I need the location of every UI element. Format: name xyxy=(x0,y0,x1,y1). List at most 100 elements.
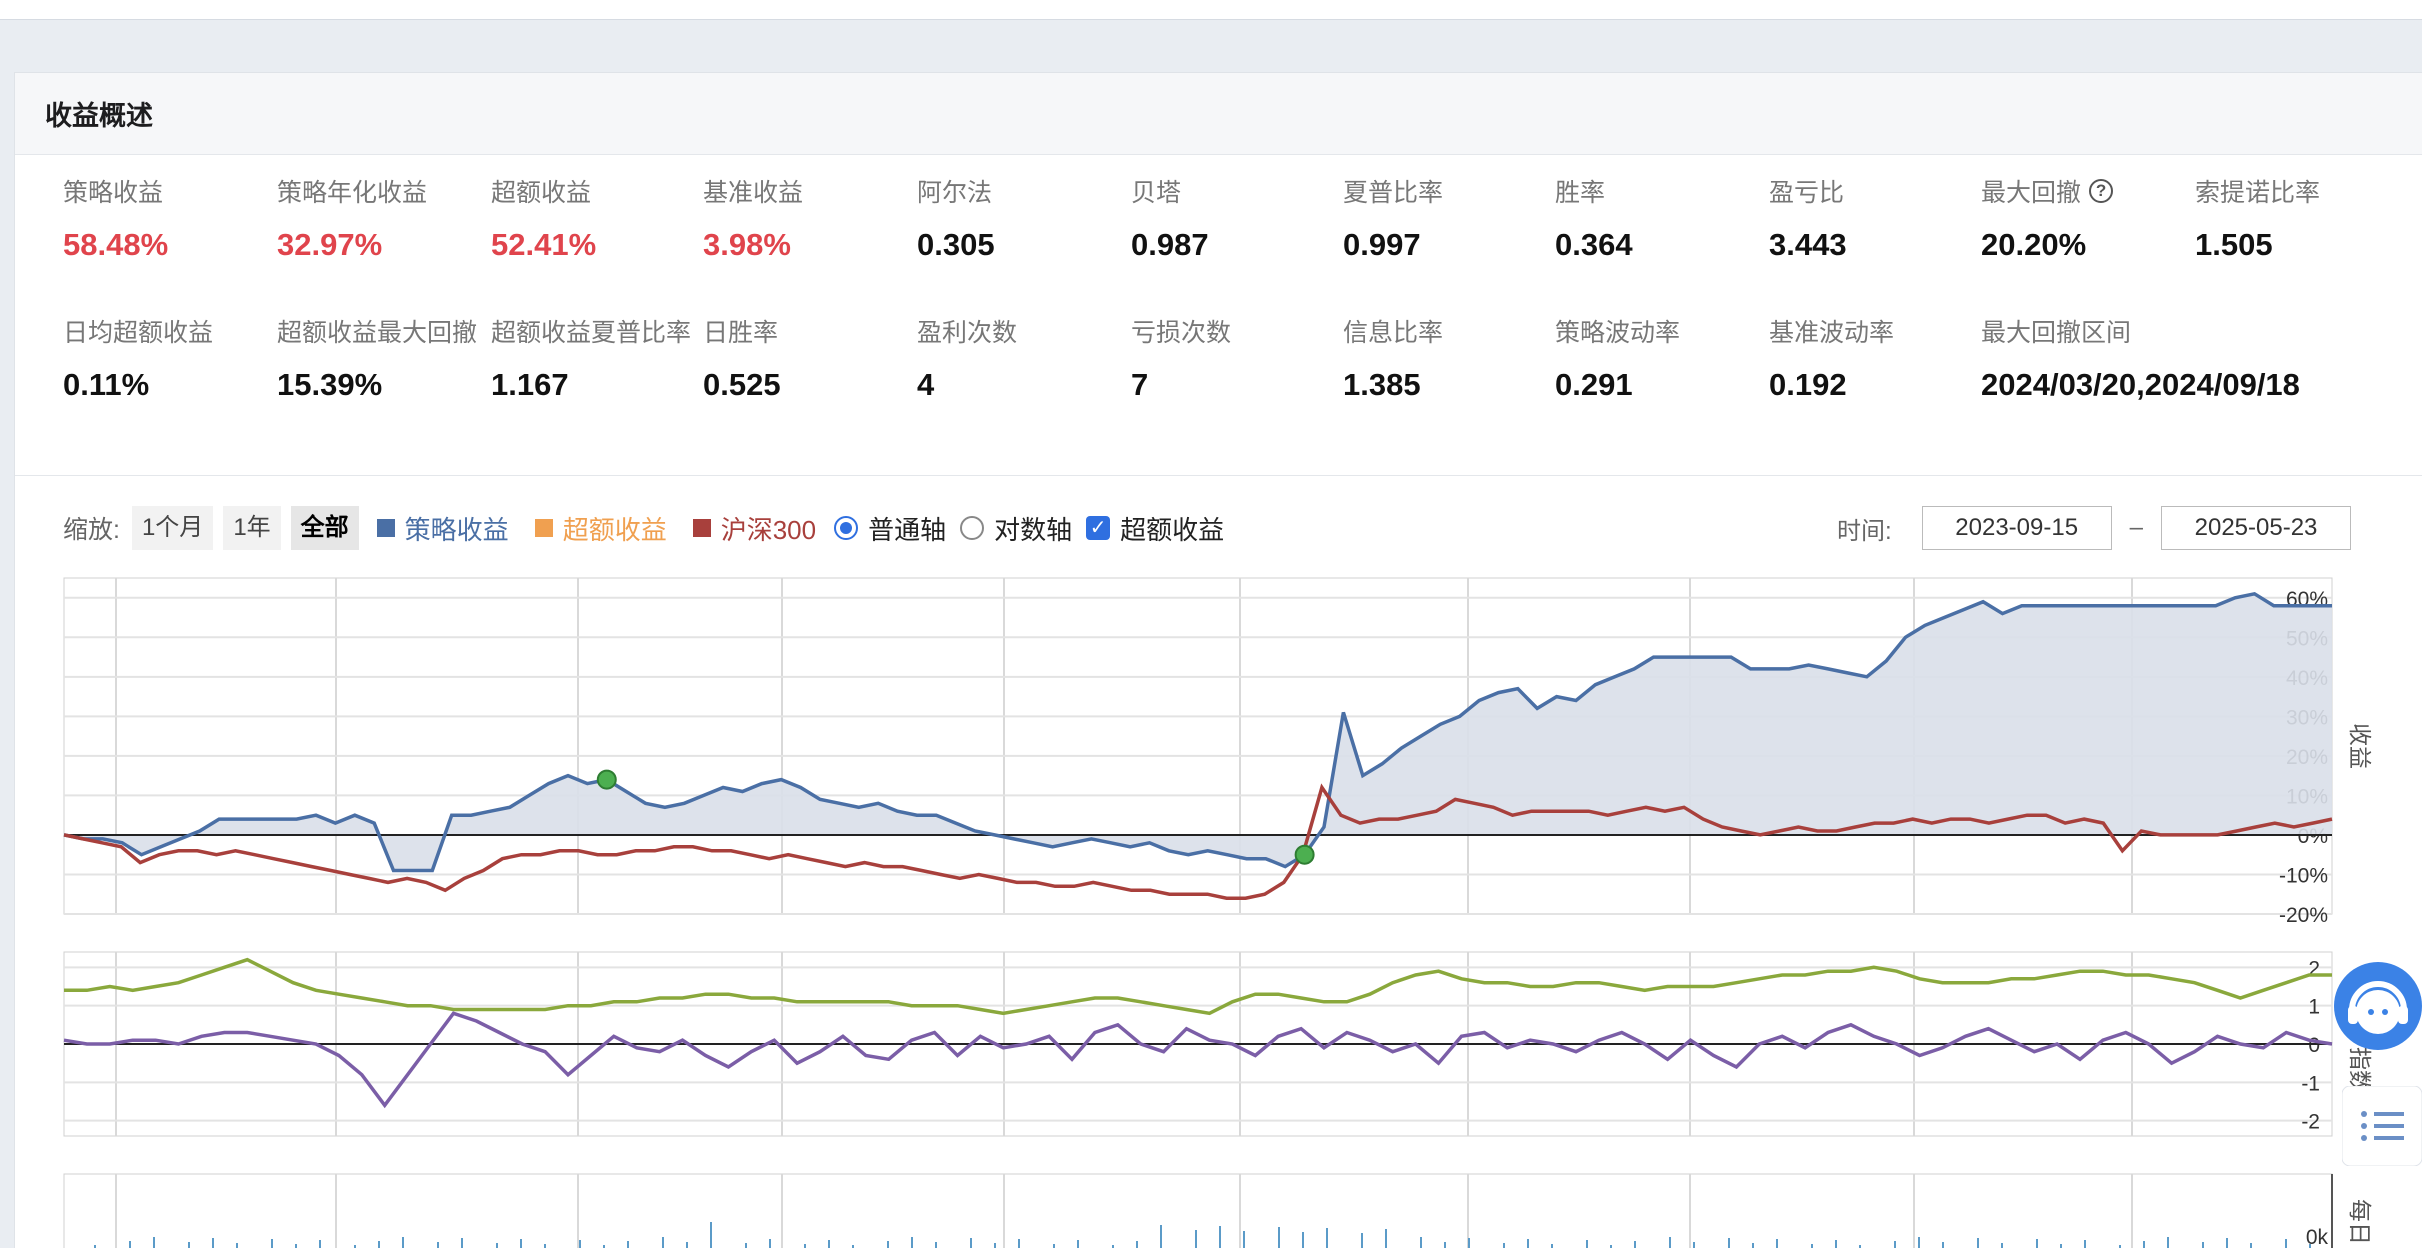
metric-label: 超额收益 xyxy=(491,179,592,207)
daily-bar xyxy=(745,1243,747,1248)
metric-label: 超额收益夏普比率 xyxy=(491,319,692,347)
daily-bar xyxy=(603,1245,605,1248)
daily-bar xyxy=(1669,1237,1671,1248)
metric-item: 日胜率 0.525 xyxy=(703,313,923,403)
end-date-input[interactable] xyxy=(2161,506,2352,550)
start-date-input[interactable] xyxy=(1921,506,2112,550)
daily-bar xyxy=(662,1237,664,1248)
daily-bar xyxy=(236,1243,238,1248)
daily-bar xyxy=(520,1239,522,1248)
list-menu-icon[interactable] xyxy=(2342,1086,2422,1166)
checkmark-icon: ✓ xyxy=(1086,516,1111,540)
metric-item: 超额收益最大回撤 15.39% xyxy=(277,313,497,403)
strategy-area xyxy=(64,593,2332,871)
metric-label: 贝塔 xyxy=(1131,179,1182,207)
legend-strategy-return[interactable]: 策略收益 xyxy=(376,510,509,547)
metric-item: 基准收益 3.98% xyxy=(703,173,923,263)
legend-csi300[interactable]: 沪深300 xyxy=(692,510,816,547)
daily-bar xyxy=(2226,1238,2228,1248)
y-tick-label: 1 xyxy=(2308,996,2320,1019)
metric-value: 0.192 xyxy=(1769,367,1847,402)
y-tick-label: 2 xyxy=(2308,957,2320,980)
daily-bar xyxy=(769,1239,771,1248)
chart-controls: 缩放: 1个月 1年 全部 策略收益 超额收益 沪深300 普通轴 对数轴 ✓ … xyxy=(63,505,1238,551)
daily-bar xyxy=(1859,1245,1861,1248)
metric-value: 0.987 xyxy=(1131,227,1209,262)
excess-return-checkbox[interactable]: ✓ 超额收益 xyxy=(1086,510,1224,547)
zoom-1-month-button[interactable]: 1个月 xyxy=(131,506,214,550)
metric-label: 策略收益 xyxy=(63,179,164,207)
date-separator: – xyxy=(2129,514,2144,541)
metric-value: 15.39% xyxy=(277,367,383,402)
metric-item: 夏普比率 0.997 xyxy=(1343,173,1563,263)
metric-label: 最大回撤区间 xyxy=(1981,319,2132,347)
daily-bar xyxy=(1728,1238,1730,1248)
metrics-grid: 策略收益 58.48% 策略年化收益 32.97% 超额收益 52.41% 基准收益 3.98… xyxy=(15,173,2422,473)
daily-bar xyxy=(935,1242,937,1248)
trade-marker xyxy=(1294,844,1315,865)
log-axis-radio[interactable]: 对数轴 xyxy=(960,510,1072,547)
metric-value: 1.167 xyxy=(491,367,569,402)
checkbox-label: 超额收益 xyxy=(1120,514,1225,545)
metric-item: 盈利次数 4 xyxy=(917,313,1137,403)
daily-bar xyxy=(1752,1243,1754,1248)
daily-bar xyxy=(496,1243,498,1248)
metric-label: 夏普比率 xyxy=(1343,179,1444,207)
radio-label: 对数轴 xyxy=(994,514,1073,545)
daily-bar xyxy=(2036,1239,2038,1248)
help-icon[interactable]: ? xyxy=(2089,179,2114,203)
daily-bar xyxy=(1361,1233,1363,1248)
metric-item: 策略收益 58.48% xyxy=(63,173,283,263)
legend-label: 超额收益 xyxy=(562,514,667,545)
zoom-1-year-button[interactable]: 1年 xyxy=(223,506,281,550)
daily-bar xyxy=(828,1240,830,1248)
radio-checked-icon xyxy=(834,516,859,540)
daily-bar xyxy=(437,1242,439,1248)
daily-bar xyxy=(461,1238,463,1248)
zoom-all-button[interactable]: 全部 xyxy=(290,506,359,550)
headset-assistant-icon[interactable] xyxy=(2334,962,2422,1050)
metric-value: 4 xyxy=(917,367,935,402)
metric-value: 0.997 xyxy=(1343,227,1421,262)
legend-excess-return[interactable]: 超额收益 xyxy=(534,510,667,547)
panel-header: 收益概述 xyxy=(15,73,2422,155)
daily-bar xyxy=(2167,1237,2169,1248)
metric-value: 1.385 xyxy=(1343,367,1421,402)
daily-bar xyxy=(2285,1239,2287,1248)
daily-bar xyxy=(1053,1244,1055,1248)
daily-bar xyxy=(1503,1243,1505,1248)
metric-label: 日均超额收益 xyxy=(63,319,214,347)
daily-bar xyxy=(710,1222,712,1248)
daily-bar xyxy=(1835,1240,1837,1248)
metric-value: 1.505 xyxy=(2195,227,2273,262)
daily-bar xyxy=(1586,1240,1588,1248)
normal-axis-radio[interactable]: 普通轴 xyxy=(834,510,946,547)
metric-item: 基准波动率 0.192 xyxy=(1769,313,1989,403)
y-tick-label: -2 xyxy=(2301,1111,2320,1134)
daily-bar xyxy=(1219,1226,1221,1248)
metric-label: 策略年化收益 xyxy=(277,179,428,207)
metric-label: 策略波动率 xyxy=(1555,319,1681,347)
daily-bar xyxy=(911,1237,913,1248)
legend-swatch-icon xyxy=(376,519,395,537)
daily-bar xyxy=(544,1244,546,1248)
y-tick-label: -10% xyxy=(2279,864,2328,887)
daily-bar xyxy=(1634,1241,1636,1248)
benchmark-line xyxy=(63,783,2333,900)
metric-item: 胜率 0.364 xyxy=(1555,173,1775,263)
panel-title: 收益概述 xyxy=(45,101,153,131)
y-tick-label: 0 xyxy=(2308,1034,2320,1057)
daily-bar xyxy=(1420,1237,1422,1248)
metric-item: 日均超额收益 0.11% xyxy=(63,313,283,403)
metric-item: 索提诺比率 1.505 xyxy=(2195,173,2415,263)
y-axis-label: 收益 xyxy=(2346,723,2372,769)
daily-bar xyxy=(1302,1232,1304,1248)
metric-item: 贝塔 0.987 xyxy=(1131,173,1351,263)
time-range: 时间: – xyxy=(1837,505,2352,551)
daily-bar xyxy=(627,1241,629,1248)
daily-bar xyxy=(1942,1242,1944,1248)
metric-item: 亏损次数 7 xyxy=(1131,313,1351,403)
daily-bar xyxy=(2001,1243,2003,1248)
daily-bar xyxy=(212,1238,214,1248)
